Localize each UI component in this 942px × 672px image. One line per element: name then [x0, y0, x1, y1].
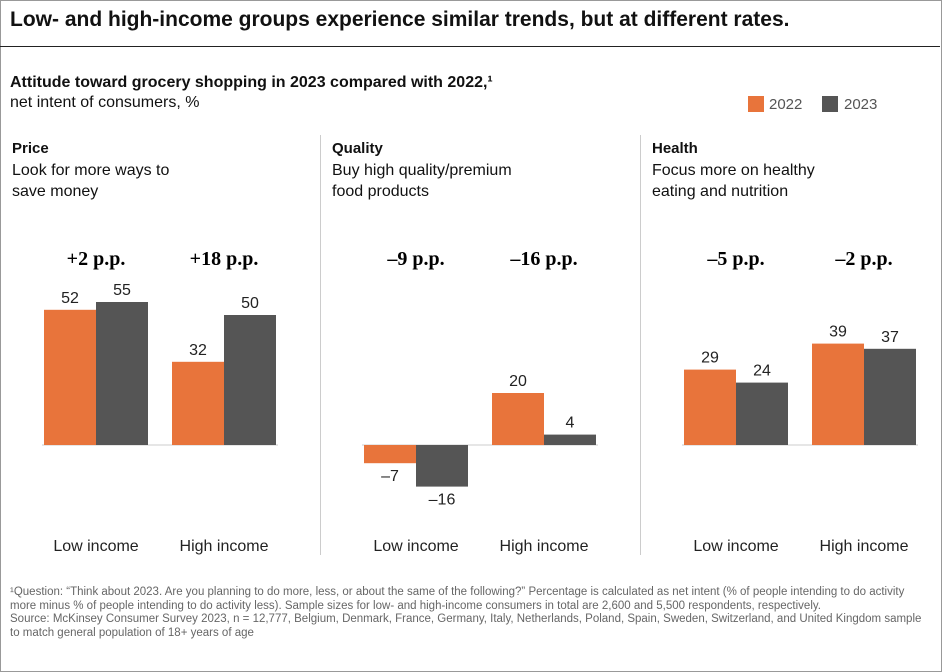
legend-swatch — [822, 96, 838, 112]
annotation: –9 p.p. — [386, 248, 444, 270]
divider — [640, 135, 641, 555]
bar — [812, 343, 864, 445]
bar — [224, 315, 276, 445]
footnote: ¹Question: “Think about 2023. Are you pl… — [10, 586, 905, 612]
category-label: Low income — [373, 538, 458, 555]
value-label: –7 — [381, 468, 399, 485]
panel-title: Price — [12, 140, 49, 157]
value-label: 4 — [566, 415, 575, 432]
bar — [736, 382, 788, 445]
panel-title: Health — [652, 140, 698, 157]
category-label: High income — [500, 538, 589, 555]
panel-chart: +2 p.p. Low income 52 55 +18 p.p. High income… — [42, 248, 278, 555]
value-label: 50 — [241, 295, 259, 312]
bar — [44, 309, 96, 445]
rule — [0, 46, 940, 47]
panel-description: Focus more on healthy eating and nutriti… — [652, 162, 815, 200]
bar — [684, 369, 736, 445]
panel: Quality Buy high quality/premium food pro… — [320, 135, 620, 565]
notes: ¹Question: “Think about 2023. Are you pl… — [10, 586, 925, 640]
panel-chart: –5 p.p. Low income 29 24 –2 p.p. High income 3… — [682, 248, 918, 555]
bar — [416, 445, 468, 487]
divider — [320, 135, 321, 555]
unit: net intent of consumers, % — [10, 94, 200, 111]
bar — [96, 302, 148, 445]
annotation: +18 p.p. — [190, 248, 259, 270]
category-label: High income — [180, 538, 269, 555]
legend-label: 2023 — [844, 96, 878, 113]
value-label: 55 — [113, 282, 131, 299]
value-label: 29 — [701, 350, 719, 367]
panel-description: Look for more ways to save money — [12, 162, 170, 200]
title: Low- and high-income groups experience s… — [10, 8, 790, 31]
panel: Price Look for more ways to save money +2 … — [0, 135, 300, 565]
bar — [492, 393, 544, 445]
category-label: Low income — [53, 538, 138, 555]
value-label: 24 — [753, 363, 771, 380]
annotation: –5 p.p. — [706, 248, 764, 270]
legend-swatch — [748, 96, 764, 112]
panel-description: Buy high quality/premium food products — [332, 162, 512, 200]
bar — [544, 434, 596, 445]
bar — [172, 361, 224, 445]
value-label: 37 — [881, 329, 899, 346]
panel-title: Quality — [332, 140, 383, 157]
source: Source: McKinsey Consumer Survey 2023, n… — [10, 613, 922, 639]
value-label: 20 — [509, 373, 527, 390]
annotation: –16 p.p. — [509, 248, 577, 270]
value-label: 52 — [61, 290, 79, 307]
value-label: 39 — [829, 324, 847, 341]
panel-chart: –9 p.p. Low income –7 –16 –16 p.p. High incom… — [362, 248, 598, 555]
annotation: –2 p.p. — [834, 248, 892, 270]
bar — [364, 445, 416, 464]
bar — [864, 348, 916, 445]
category-label: Low income — [693, 538, 778, 555]
legend-label: 2022 — [769, 96, 803, 113]
value-label: 32 — [189, 342, 207, 359]
subtitle: Attitude toward grocery shopping in 2023… — [10, 74, 493, 91]
value-label: –16 — [429, 492, 456, 509]
annotation: +2 p.p. — [67, 248, 126, 270]
category-label: High income — [820, 538, 909, 555]
panel: Health Focus more on healthy eating and n… — [640, 135, 940, 565]
